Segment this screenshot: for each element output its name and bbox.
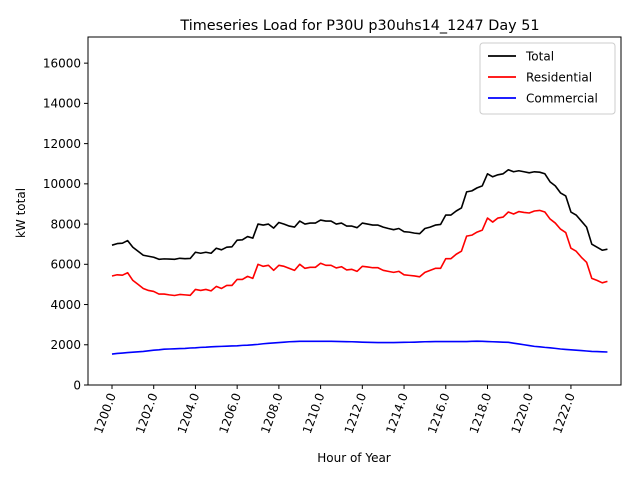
x-axis: 1200.0 1202.0 1204.0 1206.0 1208.0 1210.0 1212… (91, 385, 578, 435)
y-tick-label: 4000 (50, 298, 81, 312)
y-tick-label: 12000 (43, 137, 81, 151)
legend-box (479, 42, 616, 115)
y-tick-label: 14000 (43, 97, 81, 111)
y-axis-label: kW total (14, 188, 28, 238)
y-axis: 0 2000 4000 6000 8000 10000 12000 14000 16000 (43, 56, 88, 392)
x-tick-label: 1216.0 (425, 391, 453, 435)
axes-border (87, 36, 622, 386)
x-tick-label: 1208.0 (258, 391, 286, 435)
series-line-commercial (111, 340, 608, 355)
x-tick-label: 1200.0 (91, 391, 119, 435)
x-tick-label: 1222.0 (550, 391, 578, 435)
plot-area (111, 168, 608, 355)
x-tick-label: 1204.0 (175, 391, 203, 435)
y-tick-label: 2000 (50, 338, 81, 352)
legend-label: Commercial (526, 92, 598, 106)
x-tick-label: 1212.0 (342, 391, 370, 435)
x-axis-label: Hour of Year (317, 451, 391, 465)
x-tick-label: 1206.0 (216, 391, 244, 435)
y-tick-label: 0 (73, 378, 81, 392)
series-line-residential (111, 209, 608, 297)
x-tick-label: 1202.0 (133, 391, 161, 435)
series-line-total (111, 168, 608, 261)
axes-frame (87, 36, 622, 386)
x-tick-label: 1220.0 (509, 391, 537, 435)
x-tick-label: 1210.0 (300, 391, 328, 435)
legend-label: Total (525, 50, 554, 64)
legend: Total Residential Commercial (479, 42, 616, 115)
y-tick-label: 16000 (43, 56, 81, 70)
y-tick-label: 6000 (50, 258, 81, 272)
legend-label: Residential (526, 71, 592, 85)
y-tick-label: 10000 (43, 177, 81, 191)
x-tick-label: 1214.0 (383, 391, 411, 435)
y-tick-label: 8000 (50, 217, 81, 231)
chart-title: Timeseries Load for P30U p30uhs14_1247 D… (179, 18, 539, 34)
x-tick-label: 1218.0 (467, 391, 495, 435)
